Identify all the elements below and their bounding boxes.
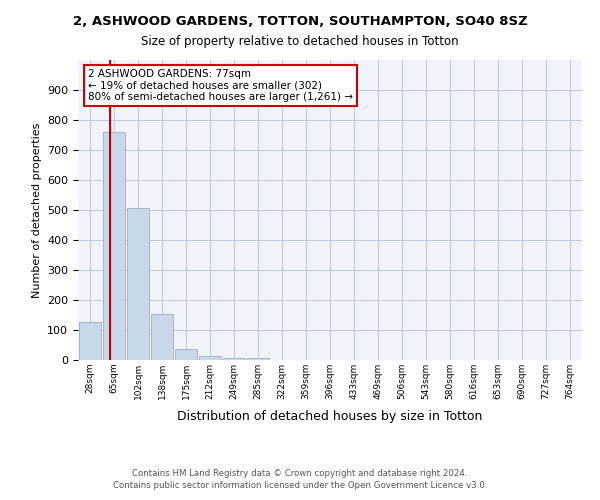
- Text: Size of property relative to detached houses in Totton: Size of property relative to detached ho…: [141, 35, 459, 48]
- Text: 2 ASHWOOD GARDENS: 77sqm
← 19% of detached houses are smaller (302)
80% of semi-: 2 ASHWOOD GARDENS: 77sqm ← 19% of detach…: [88, 69, 353, 102]
- X-axis label: Distribution of detached houses by size in Totton: Distribution of detached houses by size …: [178, 410, 482, 424]
- Bar: [151, 314, 173, 360]
- Bar: [223, 358, 245, 360]
- Bar: [79, 322, 101, 360]
- Bar: [247, 358, 269, 360]
- Bar: [103, 132, 125, 360]
- Y-axis label: Number of detached properties: Number of detached properties: [32, 122, 41, 298]
- Text: 2, ASHWOOD GARDENS, TOTTON, SOUTHAMPTON, SO40 8SZ: 2, ASHWOOD GARDENS, TOTTON, SOUTHAMPTON,…: [73, 15, 527, 28]
- Bar: [199, 356, 221, 360]
- Text: Contains HM Land Registry data © Crown copyright and database right 2024.
Contai: Contains HM Land Registry data © Crown c…: [113, 468, 487, 490]
- Bar: [127, 208, 149, 360]
- Bar: [175, 349, 197, 360]
